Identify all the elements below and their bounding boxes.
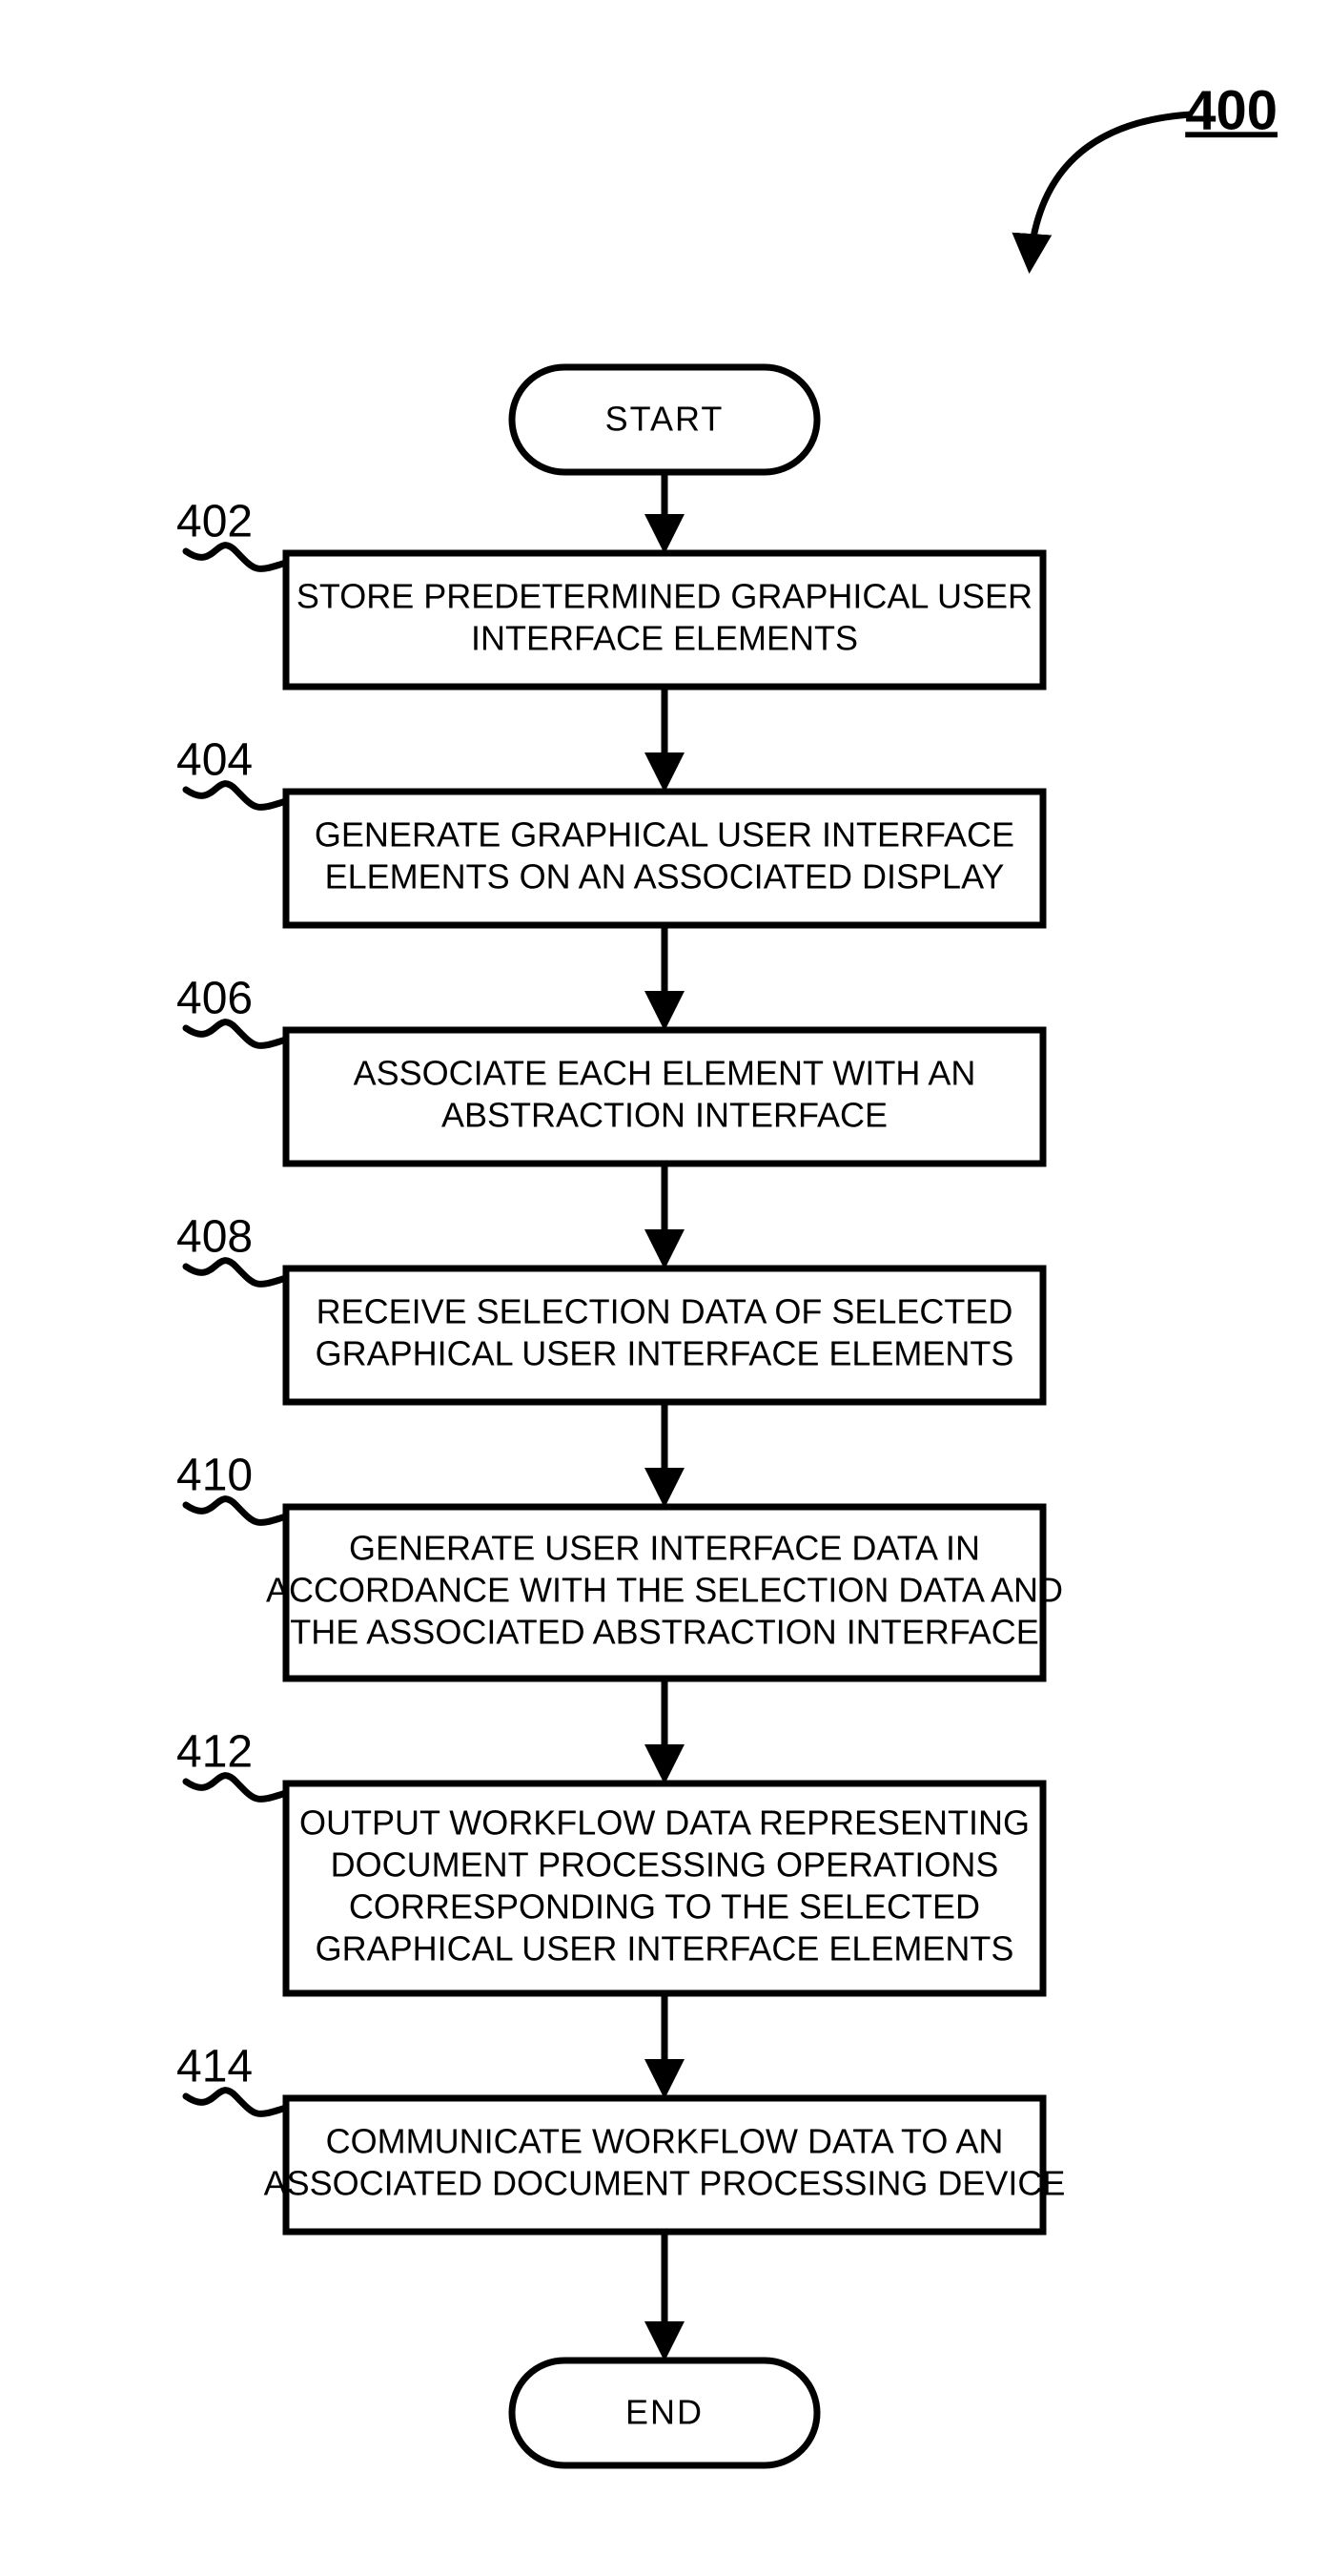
figure-label: 400	[1185, 79, 1278, 141]
step-410-line-0: GENERATE USER INTERFACE DATA IN	[349, 1529, 980, 1568]
terminator-end-text: END	[625, 2393, 704, 2432]
step-414-line-1: ASSOCIATED DOCUMENT PROCESSING DEVICE	[264, 2164, 1066, 2203]
step-402-line-1: INTERFACE ELEMENTS	[471, 619, 858, 658]
step-406: ASSOCIATE EACH ELEMENT WITH ANABSTRACTIO…	[286, 1030, 1043, 1164]
step-412-line-2: CORRESPONDING TO THE SELECTED	[349, 1887, 980, 1927]
step-408-line-0: RECEIVE SELECTION DATA OF SELECTED	[317, 1292, 1013, 1331]
ref-label-412: 412	[176, 1727, 253, 1778]
step-404-line-0: GENERATE GRAPHICAL USER INTERFACE	[315, 815, 1014, 855]
step-414-line-0: COMMUNICATE WORKFLOW DATA TO AN	[326, 2122, 1004, 2161]
ref-label-408: 408	[176, 1212, 253, 1263]
step-406-line-0: ASSOCIATE EACH ELEMENT WITH AN	[354, 1054, 976, 1093]
step-412: OUTPUT WORKFLOW DATA REPRESENTINGDOCUMEN…	[286, 1783, 1043, 1993]
step-410-line-2: THE ASSOCIATED ABSTRACTION INTERFACE	[290, 1613, 1038, 1652]
step-402-line-0: STORE PREDETERMINED GRAPHICAL USER	[296, 577, 1033, 616]
step-412-line-1: DOCUMENT PROCESSING OPERATIONS	[331, 1845, 999, 1885]
step-408: RECEIVE SELECTION DATA OF SELECTEDGRAPHI…	[286, 1268, 1043, 1402]
step-406-line-1: ABSTRACTION INTERFACE	[441, 1096, 888, 1135]
ref-label-406: 406	[176, 974, 253, 1024]
step-410: GENERATE USER INTERFACE DATA INACCORDANC…	[266, 1507, 1063, 1679]
step-412-line-0: OUTPUT WORKFLOW DATA REPRESENTING	[299, 1803, 1030, 1843]
ref-label-414: 414	[176, 2042, 253, 2092]
step-402: STORE PREDETERMINED GRAPHICAL USERINTERF…	[286, 553, 1043, 687]
terminator-start-text: START	[605, 400, 725, 439]
terminator-start: START	[512, 367, 817, 472]
step-410-line-1: ACCORDANCE WITH THE SELECTION DATA AND	[266, 1571, 1063, 1610]
step-414: COMMUNICATE WORKFLOW DATA TO ANASSOCIATE…	[264, 2098, 1066, 2232]
terminator-end: END	[512, 2360, 817, 2465]
ref-label-410: 410	[176, 1451, 253, 1501]
step-412-line-3: GRAPHICAL USER INTERFACE ELEMENTS	[316, 1929, 1014, 1968]
step-404-line-1: ELEMENTS ON AN ASSOCIATED DISPLAY	[325, 857, 1005, 896]
step-408-line-1: GRAPHICAL USER INTERFACE ELEMENTS	[316, 1334, 1014, 1373]
flowchart-diagram: 400 START 402 STORE PREDETERMINED GRAPHICAL…	[0, 0, 1329, 2576]
ref-label-402: 402	[176, 497, 253, 547]
ref-label-404: 404	[176, 735, 253, 786]
step-404: GENERATE GRAPHICAL USER INTERFACEELEMENT…	[286, 792, 1043, 925]
